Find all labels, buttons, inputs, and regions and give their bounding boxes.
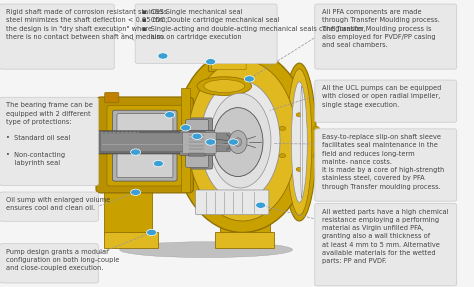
Circle shape [181,125,191,131]
FancyBboxPatch shape [107,105,182,186]
Polygon shape [215,232,274,248]
Text: Pump design grants a modular
configuration on both long-couple
and close-coupled: Pump design grants a modular configurati… [7,249,120,271]
FancyBboxPatch shape [100,133,230,152]
FancyBboxPatch shape [105,92,119,103]
Ellipse shape [188,60,297,221]
Ellipse shape [283,63,316,221]
Circle shape [296,167,302,171]
Text: All wetted parts have a high chemical
resistance employing a performing
material: All wetted parts have a high chemical re… [322,209,448,264]
Circle shape [313,127,319,130]
FancyBboxPatch shape [117,114,173,178]
Circle shape [206,139,216,145]
Text: All the UCL pumps can be equipped
with closed or open radial impeller,
single st: All the UCL pumps can be equipped with c… [322,85,441,108]
FancyBboxPatch shape [188,131,205,156]
FancyBboxPatch shape [96,97,193,193]
FancyBboxPatch shape [0,4,114,69]
Polygon shape [220,189,270,234]
Circle shape [296,113,302,117]
FancyBboxPatch shape [182,132,216,154]
FancyBboxPatch shape [182,118,212,169]
FancyBboxPatch shape [315,129,456,201]
Text: Easy-to-replace slip-on shaft sleeve
facilitates seal maintenance in the
field a: Easy-to-replace slip-on shaft sleeve fac… [322,134,444,189]
Polygon shape [181,88,190,192]
Circle shape [131,189,141,195]
Circle shape [165,112,175,118]
FancyBboxPatch shape [98,131,233,154]
Circle shape [146,229,156,236]
FancyBboxPatch shape [211,52,246,70]
Ellipse shape [213,108,263,177]
Ellipse shape [120,242,292,258]
Circle shape [131,149,141,155]
Ellipse shape [287,69,312,215]
FancyBboxPatch shape [180,131,219,155]
Text: ▪  CSS Single mechanical seal
▪  CDC Double cartridge mechanical seal
▪  Single-: ▪ CSS Single mechanical seal ▪ CDC Doubl… [142,9,365,40]
FancyBboxPatch shape [196,190,269,215]
Circle shape [158,53,168,59]
FancyBboxPatch shape [186,120,209,167]
Polygon shape [104,188,152,234]
Circle shape [255,202,266,208]
Ellipse shape [210,93,271,188]
FancyBboxPatch shape [203,49,252,55]
Ellipse shape [301,86,303,198]
FancyBboxPatch shape [315,4,456,69]
Ellipse shape [234,138,242,146]
Ellipse shape [229,131,247,154]
Circle shape [192,133,202,139]
FancyBboxPatch shape [315,80,456,122]
Text: Oil sump with enlarged volume
ensures cool and clean oil.: Oil sump with enlarged volume ensures co… [7,197,111,212]
Ellipse shape [204,80,245,93]
Circle shape [313,154,319,158]
Text: The bearing frame can be
equipped with 2 different
type of protections:

•  Stan: The bearing frame can be equipped with 2… [7,102,93,166]
Circle shape [279,154,286,158]
Circle shape [279,127,286,130]
FancyBboxPatch shape [135,4,277,63]
FancyBboxPatch shape [315,203,456,286]
Ellipse shape [292,82,307,202]
FancyBboxPatch shape [0,97,98,185]
Circle shape [154,160,164,167]
Text: Rigid shaft made of corrosion resistant stainless
steel minimizes the shaft defl: Rigid shaft made of corrosion resistant … [7,9,168,40]
FancyBboxPatch shape [0,244,98,283]
Circle shape [206,59,216,65]
Polygon shape [104,232,158,248]
Ellipse shape [201,80,280,201]
Circle shape [244,76,255,82]
FancyBboxPatch shape [0,192,98,221]
Ellipse shape [197,77,252,95]
Circle shape [228,139,238,145]
FancyBboxPatch shape [112,110,177,181]
Ellipse shape [174,49,311,232]
Text: All PFA components are made
through Transfer Moulding process.
The Transfer Moul: All PFA components are made through Tran… [322,9,439,48]
FancyBboxPatch shape [209,50,249,72]
